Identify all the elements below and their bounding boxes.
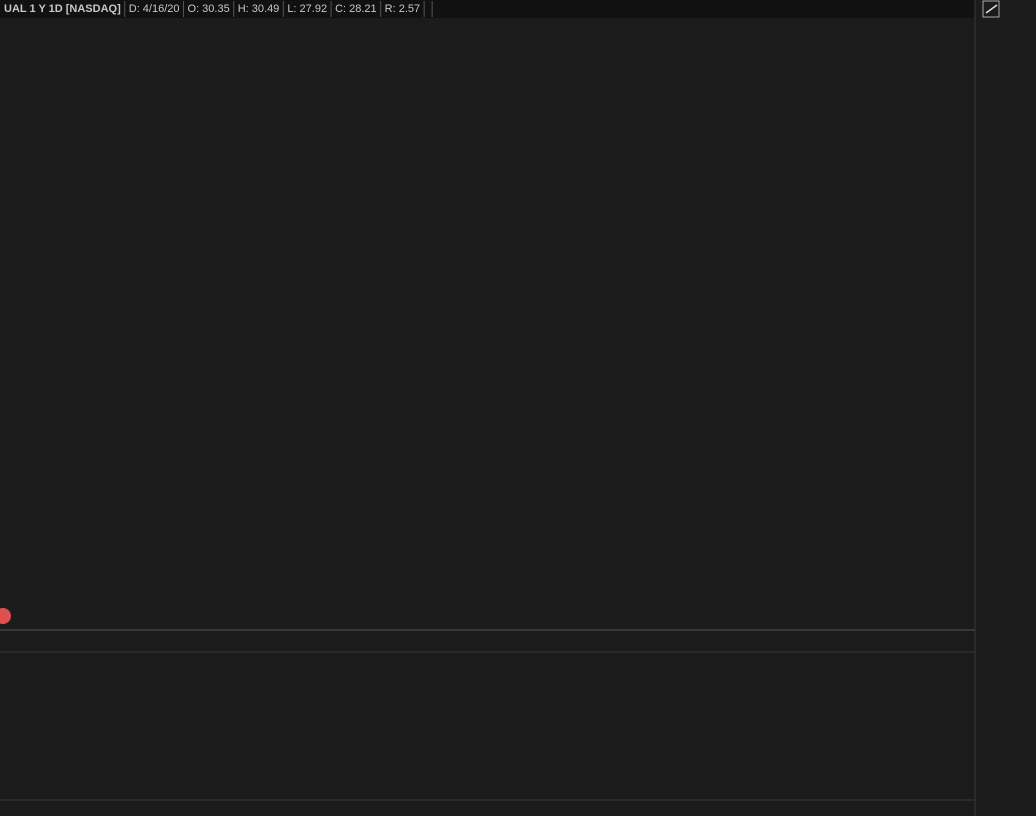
- header-item: D: 4/16/20: [129, 3, 180, 15]
- settings-icon[interactable]: [982, 0, 1000, 18]
- header-item: UAL 1 Y 1D [NASDAQ]: [4, 3, 121, 15]
- event-icon[interactable]: [0, 608, 11, 624]
- header-item: C: 28.21: [335, 3, 377, 15]
- header-item: R: 2.57: [385, 3, 420, 15]
- header-item: O: 30.35: [188, 3, 230, 15]
- header-item: L: 27.92: [287, 3, 327, 15]
- header-bar: [0, 0, 975, 18]
- header-item: H: 30.49: [238, 3, 280, 15]
- icon-stroke: [985, 4, 998, 14]
- icon-frame: [982, 0, 1000, 18]
